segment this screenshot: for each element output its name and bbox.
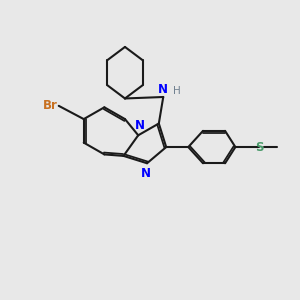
Text: N: N bbox=[135, 119, 145, 132]
Text: N: N bbox=[158, 82, 168, 95]
Text: N: N bbox=[141, 167, 151, 180]
Text: H: H bbox=[173, 85, 180, 95]
Text: S: S bbox=[255, 141, 263, 154]
Text: Br: Br bbox=[42, 99, 57, 112]
